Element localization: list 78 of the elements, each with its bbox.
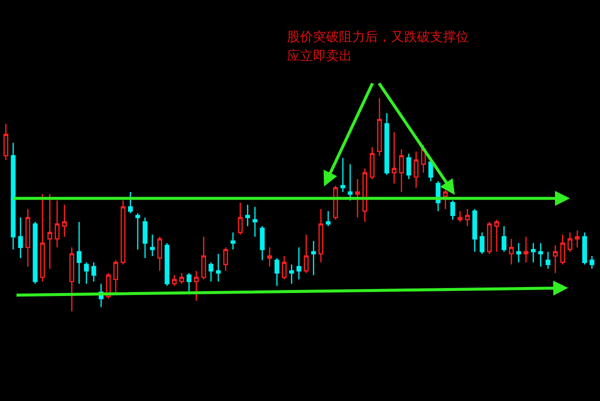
candlestick xyxy=(538,242,544,268)
candlestick xyxy=(260,226,265,261)
candlestick xyxy=(201,236,206,280)
candlestick xyxy=(150,234,155,257)
candlestick xyxy=(223,246,228,272)
candlestick xyxy=(414,150,419,188)
candlestick xyxy=(62,204,67,238)
candlestick xyxy=(47,194,52,270)
candlestick xyxy=(590,255,594,270)
candlestick xyxy=(568,232,572,252)
candlestick xyxy=(340,157,346,193)
candlestick xyxy=(238,202,243,236)
candlestick xyxy=(25,208,30,268)
candlestick xyxy=(135,212,140,250)
candlestick xyxy=(245,204,250,227)
candlestick xyxy=(450,200,456,220)
candlestick xyxy=(560,234,566,266)
candlestick xyxy=(494,219,500,252)
candlestick xyxy=(377,98,382,156)
text: 股价突破阻力后，又跌破支撑位 xyxy=(287,30,469,45)
candlestick xyxy=(267,246,272,268)
candlestick xyxy=(516,242,522,263)
candlestick xyxy=(113,260,118,293)
candlestick xyxy=(274,257,280,286)
candlestick xyxy=(194,270,199,302)
candlestick xyxy=(164,242,170,286)
candlestick xyxy=(32,221,38,284)
candlestick xyxy=(157,236,162,272)
candlestick xyxy=(574,230,580,248)
candlestick xyxy=(326,210,331,227)
candlestick xyxy=(230,232,236,250)
candlestick xyxy=(480,232,484,254)
candlestick xyxy=(443,189,448,210)
candlestick xyxy=(333,184,338,220)
candlestick xyxy=(216,253,221,282)
candlestick xyxy=(84,262,89,284)
candlestick xyxy=(76,221,82,284)
candlestick xyxy=(252,206,258,238)
candlestick xyxy=(69,246,74,312)
candlestick xyxy=(502,226,506,252)
candlestick xyxy=(362,168,368,222)
candlestick xyxy=(546,251,550,270)
candlestick xyxy=(524,236,528,263)
candlestick xyxy=(120,200,126,266)
candlestick xyxy=(384,112,390,176)
candlestick xyxy=(289,264,294,284)
candlestick xyxy=(142,216,148,259)
candlestick xyxy=(508,238,514,266)
candlestick xyxy=(465,208,470,227)
candlestick xyxy=(406,152,412,180)
candlestick xyxy=(18,216,23,259)
candlestick xyxy=(370,146,375,180)
candlestick xyxy=(348,164,353,202)
candlestick xyxy=(582,232,588,266)
candlestick xyxy=(486,221,492,254)
candlestick xyxy=(172,274,177,286)
candlestick xyxy=(179,272,184,284)
candlestick xyxy=(392,132,397,184)
candlestick xyxy=(552,244,558,274)
candlestick xyxy=(282,255,287,280)
candlestick xyxy=(186,272,192,293)
candlestick xyxy=(318,208,324,263)
candlestick xyxy=(208,262,214,282)
candlestick xyxy=(3,123,8,161)
candlestick xyxy=(472,208,478,252)
candlestick xyxy=(296,246,302,280)
candlestick xyxy=(54,200,60,248)
candlestick xyxy=(304,234,309,274)
text: 应立即卖出 xyxy=(287,48,352,64)
candlestick xyxy=(458,210,462,222)
candlestick xyxy=(10,142,16,250)
candlestick xyxy=(355,178,360,218)
candlestick xyxy=(128,191,133,214)
candlestick xyxy=(399,148,404,193)
candlestick xyxy=(40,194,45,282)
candlestick xyxy=(91,262,96,282)
candlestick xyxy=(530,242,536,263)
candlestick xyxy=(311,240,316,276)
